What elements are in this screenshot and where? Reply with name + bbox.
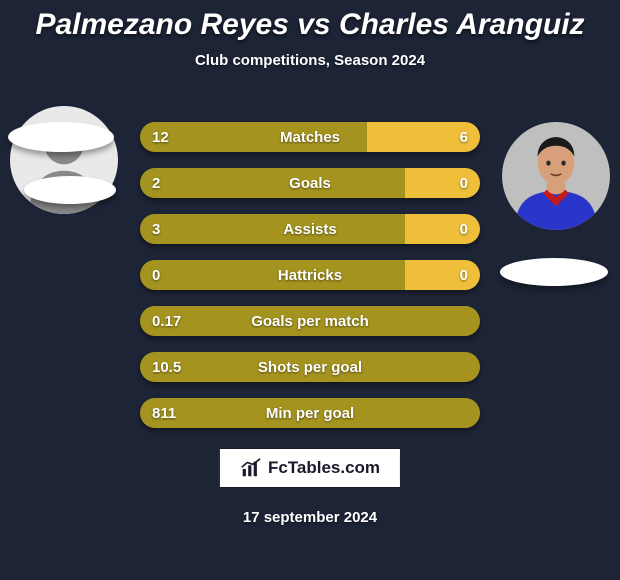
stat-row: Matches126 [140, 122, 480, 152]
page-title: Palmezano Reyes vs Charles Aranguiz [0, 0, 620, 42]
stat-bar-left [140, 260, 405, 290]
player-right-avatar [502, 122, 610, 230]
stat-bar-left [140, 168, 405, 198]
stat-value-left: 2 [152, 175, 160, 192]
stat-value-right: 0 [460, 175, 468, 192]
stat-bar-right [405, 168, 480, 198]
stat-value-left: 811 [152, 405, 176, 422]
stat-value-right: 0 [460, 267, 468, 284]
brand-label: FcTables.com [268, 458, 380, 478]
stat-row: Assists30 [140, 214, 480, 244]
stat-value-left: 10.5 [152, 359, 181, 376]
left-ellipse-1 [8, 122, 114, 152]
stat-value-left: 3 [152, 221, 160, 238]
stat-bar-right [405, 260, 480, 290]
stat-bar-full [140, 398, 480, 428]
stats-container: Matches126Goals20Assists30Hattricks00Goa… [140, 122, 480, 444]
stat-row: Min per goal811 [140, 398, 480, 428]
comparison-card: Palmezano Reyes vs Charles Aranguiz Club… [0, 0, 620, 580]
stat-value-left: 0 [152, 267, 160, 284]
left-ellipse-2 [24, 176, 116, 204]
subtitle: Club competitions, Season 2024 [0, 52, 620, 69]
chart-icon [240, 457, 262, 479]
stat-row: Goals per match0.17 [140, 306, 480, 336]
stat-value-left: 12 [152, 129, 169, 146]
stat-row: Goals20 [140, 168, 480, 198]
stat-bar-full [140, 306, 480, 336]
date-label: 17 september 2024 [0, 509, 620, 526]
stat-value-right: 0 [460, 221, 468, 238]
stat-value-left: 0.17 [152, 313, 181, 330]
stat-bar-full [140, 352, 480, 382]
brand-badge[interactable]: FcTables.com [219, 448, 401, 488]
stat-row: Shots per goal10.5 [140, 352, 480, 382]
player-photo-icon [502, 122, 610, 230]
stat-bar-left [140, 122, 367, 152]
stat-row: Hattricks00 [140, 260, 480, 290]
stat-value-right: 6 [460, 129, 468, 146]
stat-bar-left [140, 214, 405, 244]
right-ellipse-1 [500, 258, 608, 286]
stat-bar-right [405, 214, 480, 244]
